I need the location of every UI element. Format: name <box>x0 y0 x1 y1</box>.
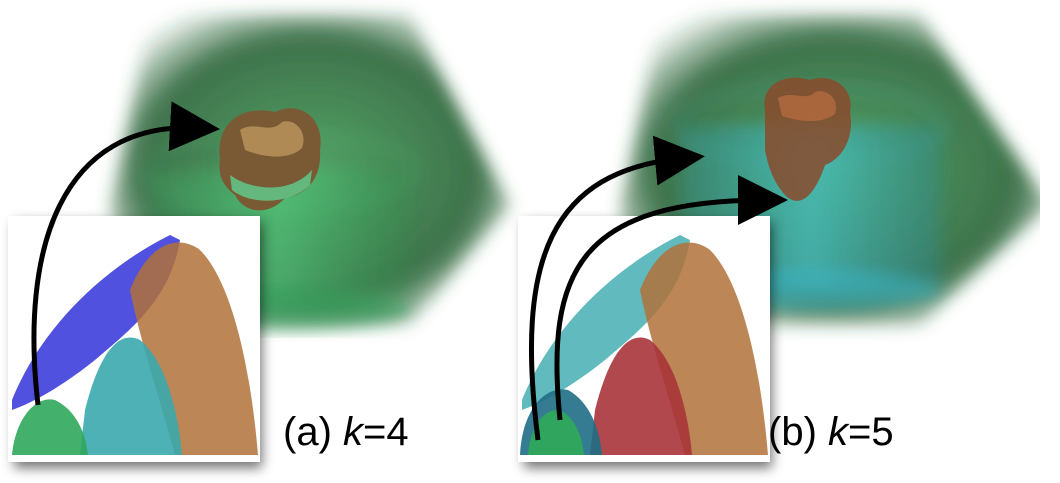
arrow <box>31 101 220 406</box>
arrow-inner <box>554 175 788 421</box>
panel-a-figure <box>12 15 510 468</box>
tooth <box>764 77 851 201</box>
cluster-red <box>590 337 692 455</box>
panel-b-figure <box>518 15 1040 468</box>
scatter-clusters <box>12 235 258 455</box>
panel-b: (b) k=5 <box>510 0 1040 483</box>
scatter-clusters <box>520 235 768 455</box>
caption-a: (a) k=4 <box>283 410 409 454</box>
cluster-green <box>528 409 584 455</box>
panel-a: (a) k=4 <box>12 15 510 468</box>
cluster-cyan <box>80 337 182 455</box>
caption-b: (b) k=5 <box>768 410 894 454</box>
cluster-green <box>12 399 88 455</box>
arrow-outer <box>528 135 705 441</box>
tooth <box>219 108 321 211</box>
